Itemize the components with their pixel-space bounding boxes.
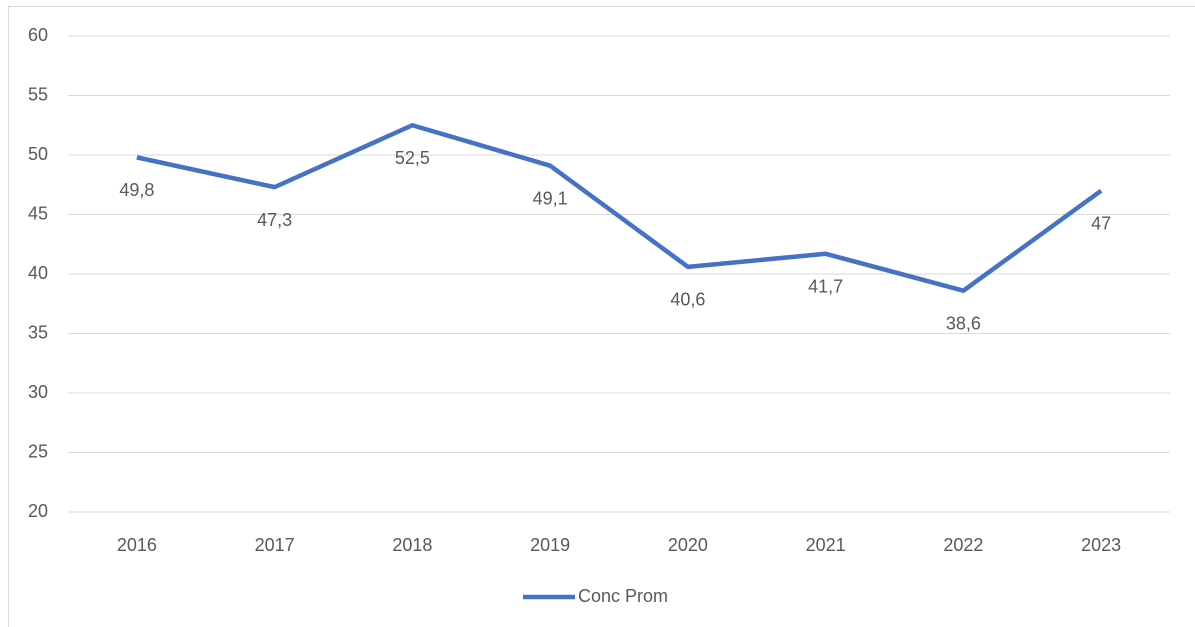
data-label: 49,1: [533, 188, 568, 208]
y-tick-label: 20: [28, 501, 48, 521]
x-tick-label: 2019: [530, 535, 570, 555]
x-tick-label: 2016: [117, 535, 157, 555]
data-label: 47,3: [257, 210, 292, 230]
y-tick-label: 60: [28, 25, 48, 45]
x-tick-label: 2023: [1081, 535, 1121, 555]
data-label: 52,5: [395, 148, 430, 168]
legend-label: Conc Prom: [578, 586, 668, 606]
data-label: 41,7: [808, 277, 843, 297]
series-line: [136, 123, 1103, 293]
x-tick-label: 2020: [668, 535, 708, 555]
data-label: 47: [1091, 213, 1111, 233]
y-tick-label: 45: [28, 203, 48, 223]
x-tick-label: 2017: [255, 535, 295, 555]
data-label: 38,6: [946, 313, 981, 333]
x-tick-label: 2018: [392, 535, 432, 555]
data-label: 49,8: [119, 180, 154, 200]
x-tick-label: 2022: [943, 535, 983, 555]
y-tick-label: 30: [28, 382, 48, 402]
y-tick-label: 50: [28, 144, 48, 164]
y-tick-label: 35: [28, 322, 48, 342]
y-tick-label: 40: [28, 263, 48, 283]
y-tick-label: 55: [28, 84, 48, 104]
x-tick-label: 2021: [806, 535, 846, 555]
chart-frame: [8, 6, 1195, 627]
data-label: 40,6: [670, 290, 705, 310]
y-tick-label: 25: [28, 441, 48, 461]
